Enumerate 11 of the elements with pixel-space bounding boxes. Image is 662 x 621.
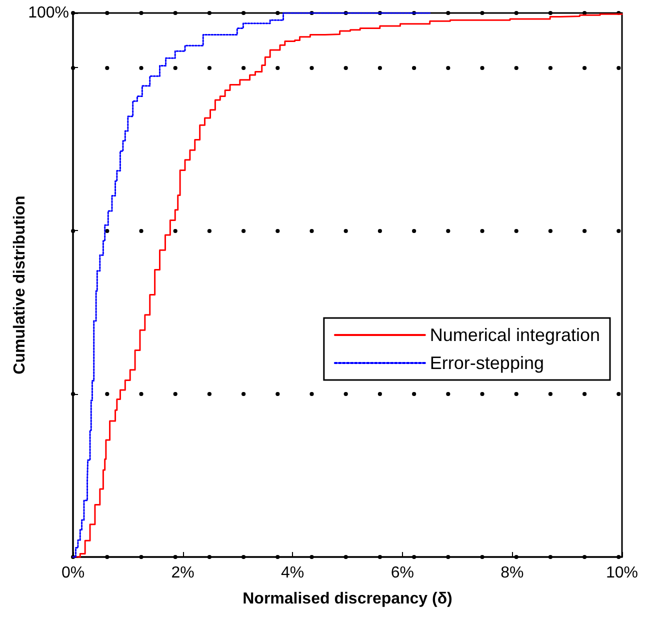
y-axis-title: Cumulative distribution bbox=[12, 196, 28, 374]
legend-label: Error-stepping bbox=[430, 353, 544, 373]
x-tick-label: 6% bbox=[390, 564, 414, 582]
x-tick-label: 8% bbox=[500, 564, 524, 582]
text: 100% bbox=[28, 4, 69, 22]
x-tick-label: 0% bbox=[61, 564, 85, 582]
x-tick-label: 2% bbox=[171, 564, 194, 582]
x-tick-label: 10% bbox=[606, 564, 638, 582]
legend-label: Numerical integration bbox=[430, 325, 600, 345]
x-axis-title: Normalised discrepancy (δ) bbox=[242, 590, 452, 608]
x-tick-label: 4% bbox=[281, 564, 304, 582]
